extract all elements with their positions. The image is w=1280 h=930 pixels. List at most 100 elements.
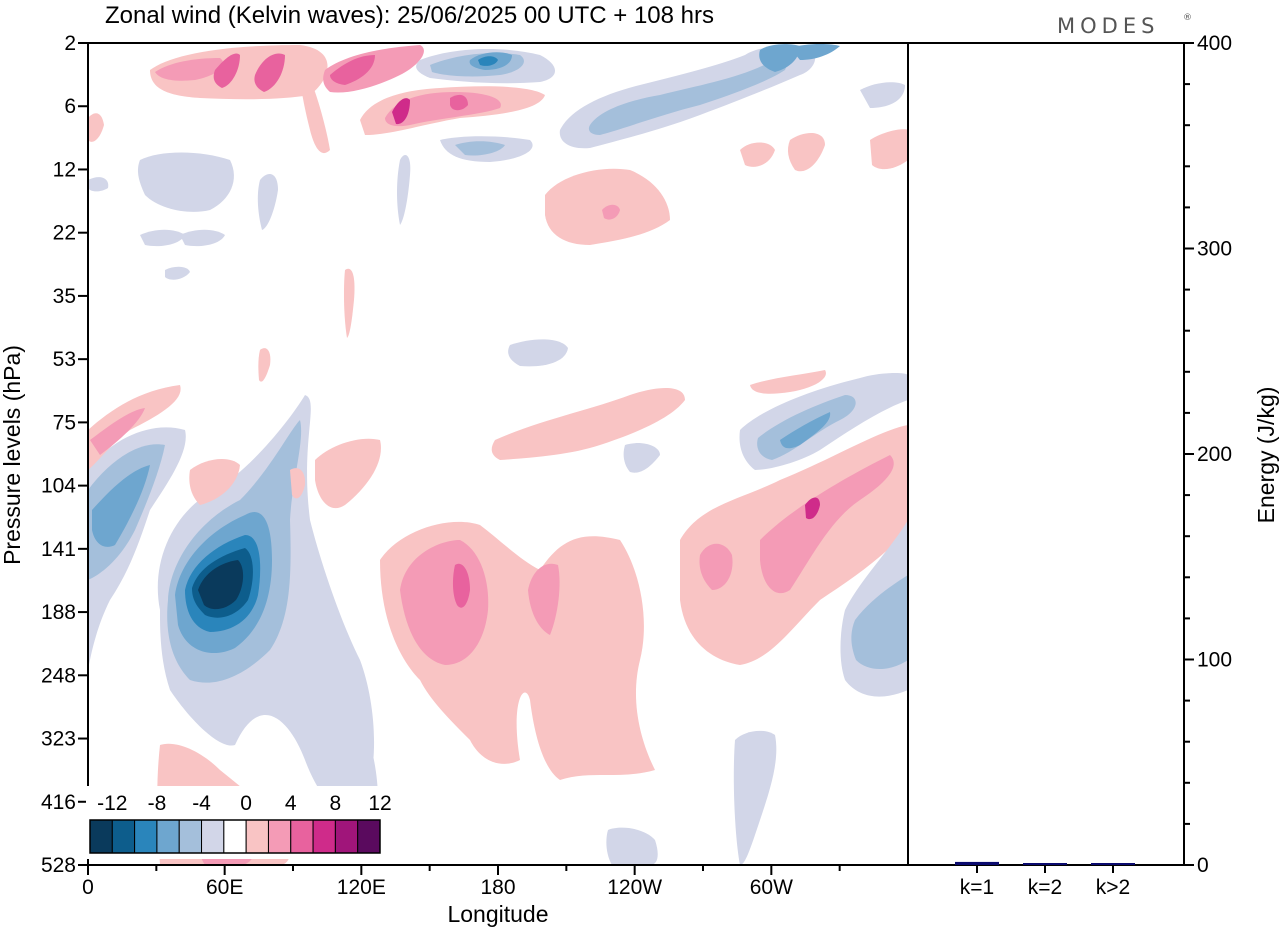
- anomaly-contour: [315, 438, 381, 509]
- y-tick-label: 22: [53, 222, 76, 245]
- anomaly-contour: [528, 563, 560, 635]
- anomaly-contour: [165, 266, 190, 280]
- colorbar-swatch: [357, 819, 381, 854]
- energy-bar: [955, 861, 999, 865]
- colorbar-swatch: [245, 819, 269, 854]
- anomaly-contour: [88, 177, 109, 192]
- colorbar-swatch: [201, 819, 225, 854]
- colorbar-label: -8: [148, 792, 167, 815]
- colorbar-swatch: [223, 819, 247, 854]
- zonal-wind-field: [88, 43, 908, 865]
- y-tick-label: 188: [41, 601, 76, 624]
- y-tick-label: 12: [53, 158, 76, 181]
- y-axis-ticks: 2 6 12 22 35 53 75 104 141 188 248 323 416 528: [41, 32, 88, 877]
- anomaly-contour: [137, 152, 234, 212]
- anomaly-contour: [155, 58, 224, 81]
- anomaly-contour: [602, 204, 620, 220]
- anomaly-contour: [198, 560, 244, 610]
- colorbar-swatch: [290, 819, 314, 854]
- energy-tick-label: 100: [1197, 649, 1232, 672]
- anomaly-contour: [455, 141, 505, 156]
- anomaly-contour: [851, 575, 908, 669]
- anomaly-contour: [392, 98, 410, 125]
- anomaly-contour: [140, 229, 185, 247]
- anomaly-contour: [860, 82, 905, 108]
- anomaly-contour: [759, 44, 800, 72]
- y-tick-label: 248: [41, 664, 76, 687]
- anomaly-contour: [88, 113, 104, 142]
- y-tick-label: 35: [53, 285, 76, 308]
- anomaly-contour: [180, 229, 225, 247]
- x-tick-label: 120W: [607, 876, 662, 899]
- chart-title: Zonal wind (Kelvin waves): 25/06/2025 00…: [105, 2, 714, 29]
- brand-registered-mark: ®: [1183, 13, 1192, 23]
- energy-bars: k=1 k=2 k>2: [955, 861, 1135, 899]
- y-tick-label: 416: [41, 791, 76, 814]
- y-tick-label: 6: [64, 95, 76, 118]
- colorbar-swatch: [312, 819, 336, 854]
- x-tick-label: 0: [82, 876, 94, 899]
- y-tick-label: 75: [53, 411, 76, 434]
- y-tick-label: 528: [41, 854, 76, 877]
- x-tick-label: 120E: [337, 876, 386, 899]
- colorbar-label: 4: [285, 792, 297, 815]
- anomaly-contour: [699, 543, 733, 590]
- energy-tick-label: 200: [1197, 443, 1232, 466]
- anomaly-contour: [733, 730, 777, 865]
- energy-tick-label: 0: [1197, 854, 1209, 877]
- anomaly-contour: [352, 720, 378, 807]
- anomaly-contour: [385, 92, 501, 127]
- anomaly-contour: [508, 339, 568, 367]
- anomaly-contour: [805, 497, 820, 520]
- anomaly-contour: [450, 94, 468, 111]
- energy-category-label: k=2: [1028, 876, 1062, 899]
- anomaly-contour: [478, 56, 498, 66]
- x-tick-label: 180: [480, 876, 515, 899]
- y-tick-label: 323: [41, 728, 76, 751]
- energy-category-label: k=1: [960, 876, 994, 899]
- energy-bar: [1023, 863, 1067, 865]
- x-axis-ticks: 0 60E 120E 180 120W 60W: [82, 865, 841, 899]
- anomaly-contour: [88, 385, 181, 470]
- colorbar-swatch: [178, 819, 203, 854]
- anomaly-contour: [299, 60, 330, 154]
- colorbar-label: 12: [368, 792, 391, 815]
- anomaly-contour: [343, 268, 355, 338]
- anomaly-contour: [750, 370, 826, 394]
- colorbar: -12 -8 -4 0 4 8 12: [86, 786, 392, 859]
- energy-axis-label: Energy (J/kg): [1253, 387, 1279, 524]
- anomaly-contour: [452, 563, 470, 608]
- colorbar-swatch: [111, 819, 136, 854]
- colorbar-swatch: [134, 819, 158, 854]
- colorbar-swatch: [267, 819, 292, 854]
- y-tick-label: 2: [64, 32, 76, 55]
- colorbar-label: -12: [97, 792, 127, 815]
- anomaly-contour: [780, 412, 831, 449]
- anomaly-contour: [740, 142, 775, 167]
- x-axis-label: Longitude: [447, 901, 548, 927]
- anomaly-contour: [787, 133, 825, 172]
- colorbar-swatch: [89, 819, 113, 854]
- colorbar-label: 0: [240, 792, 252, 815]
- anomaly-contour: [623, 443, 660, 473]
- energy-axis-ticks: 0 100 200 300 400: [1184, 32, 1232, 877]
- x-tick-label: 60W: [750, 876, 793, 899]
- anomaly-contour: [606, 827, 658, 865]
- y-axis-label: Pressure levels (hPa): [0, 345, 25, 565]
- anomaly-contour: [588, 60, 787, 135]
- y-tick-label: 141: [41, 538, 76, 561]
- colorbar-label: 8: [330, 792, 342, 815]
- anomaly-contour: [330, 55, 375, 85]
- y-tick-label: 53: [53, 348, 76, 371]
- anomaly-contour: [213, 53, 240, 88]
- colorbar-label: -4: [192, 792, 211, 815]
- energy-category-label: k>2: [1096, 876, 1130, 899]
- anomaly-contour: [257, 174, 278, 230]
- anomaly-contour: [92, 465, 150, 547]
- colorbar-frame: [89, 819, 381, 854]
- y-tick-label: 104: [41, 475, 76, 498]
- anomaly-contour: [397, 155, 411, 225]
- energy-tick-label: 400: [1197, 32, 1232, 55]
- anomaly-contour: [90, 408, 145, 455]
- energy-bar: [1091, 863, 1135, 865]
